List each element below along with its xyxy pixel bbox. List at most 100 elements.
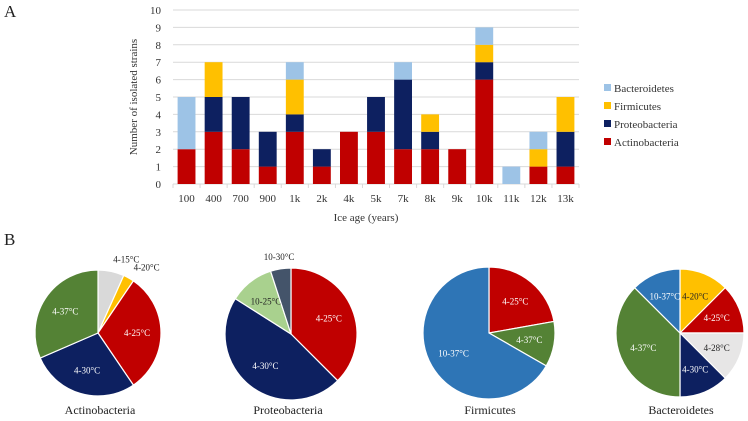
x-tick-label: 12k — [530, 193, 547, 205]
panel-label-b: B — [4, 230, 16, 249]
pie-label-bacteroidetes-0: 4-20°C — [682, 291, 708, 301]
pie-label-proteobacteria-3: 10-30°C — [264, 252, 295, 262]
pie-label-bacteroidetes-2: 4-28°C — [704, 343, 730, 353]
pie-label-actinobacteria-3: 4-30°C — [74, 366, 100, 376]
bar-segment-proteobacteria-2k — [312, 149, 331, 167]
pie-label-actinobacteria-0: 4-15°C — [113, 255, 139, 265]
bar-segment-proteobacteria-900 — [258, 131, 277, 167]
x-tick-label: 11k — [503, 193, 520, 205]
pie-label-proteobacteria-1: 4-30°C — [252, 361, 278, 371]
legend-swatch-proteobacteria — [604, 120, 611, 127]
x-tick-label: 5k — [371, 193, 383, 205]
x-tick-label: 7k — [398, 193, 410, 205]
pie-label-bacteroidetes-3: 4-30°C — [682, 365, 708, 375]
pie-slice-firmicutes-2 — [422, 266, 548, 400]
pie-label-actinobacteria-2: 4-25°C — [124, 328, 150, 338]
pie-chart-bacteroidetes: 4-20°C 4-25°C 4-28°C 4-30°C 4-37°C 10-37°C — [615, 268, 745, 398]
pie-slice-bacteroidetes-4 — [615, 286, 681, 398]
x-tick-label: 10k — [476, 193, 493, 205]
pie-label-actinobacteria-4: 4-37°C — [52, 307, 78, 317]
y-tick-label: 3 — [156, 127, 162, 139]
bar-segment-proteobacteria-5k — [367, 97, 385, 132]
x-tick-label: 1k — [289, 193, 301, 205]
x-tick-label: 4k — [343, 193, 355, 205]
x-tick-label: 100 — [178, 193, 195, 205]
x-tick-label: 2k — [316, 193, 328, 205]
legend-swatch-actinobacteria — [604, 138, 611, 145]
y-axis-title: Number of isolated strains — [128, 39, 140, 155]
y-tick-label: 8 — [156, 40, 162, 52]
bar-segment-actinobacteria-5k — [367, 131, 385, 184]
pie-slice-proteobacteria-3 — [269, 267, 292, 335]
bar-segment-actinobacteria-9k — [448, 149, 467, 184]
bar-segment-actinobacteria-2k — [312, 166, 331, 184]
x-tick-label: 700 — [232, 193, 249, 205]
bar-segment-actinobacteria-12k — [529, 166, 548, 184]
pie-title-proteobacteria: Proteobacteria — [253, 403, 323, 417]
legend-label-proteobacteria: Proteobacteria — [614, 119, 678, 131]
pie-label-bacteroidetes-5: 10-37°C — [650, 291, 681, 301]
pie-title-bacteroidetes: Bacteroidetes — [648, 403, 714, 417]
pie-label-firmicutes-2: 10-37°C — [438, 348, 469, 358]
bar-segment-actinobacteria-100 — [177, 149, 196, 184]
bar-segment-proteobacteria-13k — [556, 131, 575, 167]
bar-segment-bacteroidetes-1k — [285, 62, 304, 80]
bar-segment-actinobacteria-4k — [340, 131, 358, 184]
legend-label-bacteroidetes: Bacteroidetes — [614, 83, 674, 95]
pie-label-actinobacteria-1: 4-20°C — [134, 262, 160, 272]
pie-slice-bacteroidetes-5 — [633, 268, 681, 335]
bar-segment-bacteroidetes-11k — [502, 166, 521, 184]
legend-swatch-firmicutes — [604, 102, 611, 109]
x-axis-title: Ice age (years) — [334, 212, 399, 224]
bar-segment-bacteroidetes-10k — [475, 27, 494, 45]
y-tick-label: 9 — [156, 22, 162, 34]
bar-segment-bacteroidetes-12k — [529, 131, 548, 150]
pie-label-firmicutes-1: 4-37°C — [516, 335, 542, 345]
bar-segment-proteobacteria-400 — [204, 97, 223, 132]
y-tick-label: 6 — [156, 75, 162, 87]
panel-label-a: A — [4, 2, 17, 21]
pie-slice-firmicutes-0 — [488, 266, 555, 334]
pie-label-proteobacteria-0: 4-25°C — [316, 313, 342, 323]
y-tick-label: 5 — [156, 92, 162, 104]
bar-segment-actinobacteria-400 — [204, 131, 223, 184]
pie-slice-proteobacteria-0 — [290, 267, 358, 382]
bar-segment-proteobacteria-700 — [231, 97, 250, 150]
bar-segment-firmicutes-1k — [285, 79, 304, 115]
bar-segment-proteobacteria-1k — [285, 114, 304, 132]
pie-label-firmicutes-0: 4-25°C — [502, 297, 528, 307]
pie-title-firmicutes: Firmicutes — [464, 403, 516, 417]
pie-slice-proteobacteria-1 — [224, 297, 339, 400]
bar-segment-firmicutes-13k — [556, 97, 575, 132]
bar-segment-firmicutes-10k — [475, 44, 494, 63]
y-tick-label: 7 — [156, 57, 162, 69]
pie-chart-proteobacteria: 4-25°C 4-30°C 10-25°C 10-30°C — [224, 252, 358, 400]
legend-label-firmicutes: Firmicutes — [614, 101, 661, 113]
pie-chart-actinobacteria: 4-15°C4-20°C 4-25°C 4-30°C 4-37°C — [34, 255, 162, 397]
bar-segment-actinobacteria-8k — [421, 149, 440, 184]
pie-label-proteobacteria-2: 10-25°C — [251, 297, 282, 307]
bar-segment-actinobacteria-10k — [475, 79, 494, 184]
bar-segment-actinobacteria-900 — [258, 166, 277, 184]
bar-segment-actinobacteria-700 — [231, 149, 250, 184]
x-tick-label: 900 — [259, 193, 276, 205]
stacked-bar-chart: 0 1 2 3 4 5 6 7 8 9 10 100 400 700 900 1k 2k 4k 5k 7k 8k 9k 10… — [128, 5, 679, 224]
bar-segment-firmicutes-12k — [529, 149, 548, 167]
y-tick-label: 1 — [156, 162, 162, 174]
legend-label-actinobacteria: Actinobacteria — [614, 137, 679, 149]
x-tick-label: 9k — [452, 193, 464, 205]
pie-chart-firmicutes: 4-25°C 4-37°C 10-37°C — [422, 266, 556, 400]
legend-swatch-bacteroidetes — [604, 84, 611, 91]
bar-segment-proteobacteria-8k — [421, 131, 440, 150]
bar-segment-proteobacteria-7k — [394, 79, 412, 150]
pie-title-actinobacteria: Actinobacteria — [64, 403, 136, 417]
x-tick-label: 8k — [425, 193, 437, 205]
pie-slice-actinobacteria-3 — [39, 332, 135, 397]
bar-segment-actinobacteria-13k — [556, 166, 575, 184]
bar-segment-actinobacteria-1k — [285, 131, 304, 184]
bar-segment-firmicutes-8k — [421, 114, 440, 132]
pie-slice-actinobacteria-4 — [34, 269, 99, 359]
bar-segment-bacteroidetes-100 — [177, 97, 196, 150]
pie-slice-actinobacteria-2 — [97, 280, 162, 386]
bar-segment-actinobacteria-7k — [394, 149, 412, 184]
